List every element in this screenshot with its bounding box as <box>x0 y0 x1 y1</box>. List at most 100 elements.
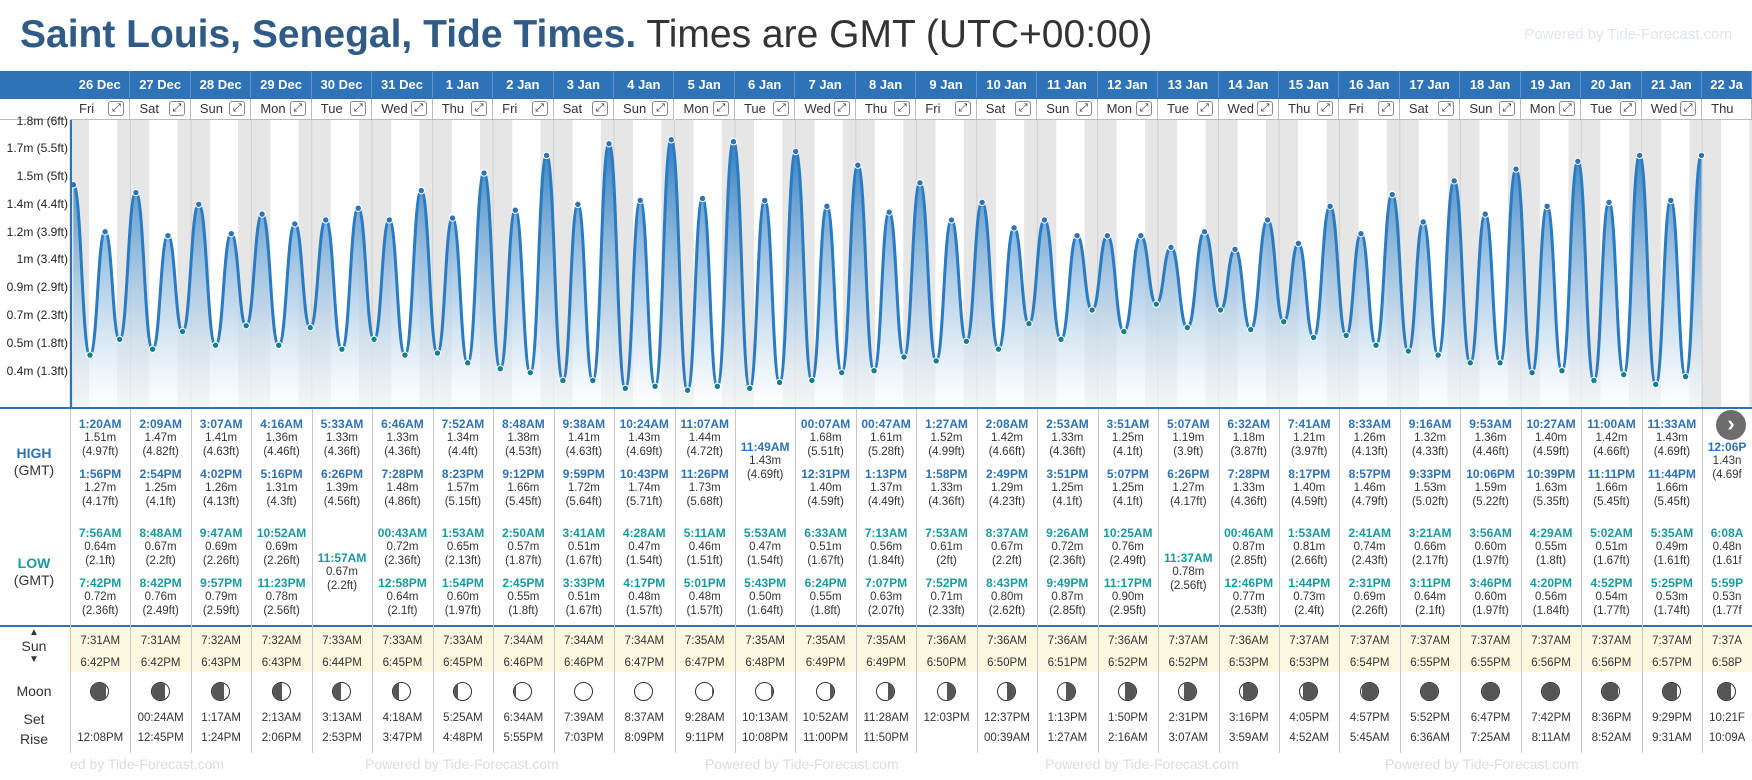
tide-height-m: 0.65m <box>446 541 479 553</box>
tide-height-m: 1.63m <box>1535 482 1567 494</box>
moon-phase-icon <box>1299 682 1319 701</box>
powered-by-bottom-4[interactable]: Powered by Tide-Forecast.com <box>1045 756 1239 772</box>
tide-height-m: 0.51m <box>567 591 600 603</box>
tide-height-ft: (4.69ft) <box>1653 446 1691 458</box>
tide-time: 9:57PM <box>200 576 243 590</box>
powered-by-bottom-1[interactable]: ed by Tide-Forecast.com <box>70 756 225 772</box>
tide-time: 2:49PM <box>985 467 1028 481</box>
expand-day-icon[interactable]: ⤢ <box>712 101 729 116</box>
tide-time: 1:44PM <box>1288 576 1331 590</box>
powered-by-top[interactable]: Powered by Tide-Forecast.com <box>1524 26 1732 43</box>
low-tide-cell: 12:58PM 0.64m (2.1ft) <box>372 576 432 618</box>
expand-day-icon[interactable]: ⤢ <box>1680 101 1697 116</box>
tide-height-m: 1.37m <box>870 482 903 494</box>
expand-day-icon[interactable]: ⤢ <box>1317 101 1334 116</box>
low-tide-cell: 10:52AM 0.69m (2.26ft) <box>251 526 311 568</box>
low-tide-cell: 1:44PM 0.73m (2.4ft) <box>1279 576 1339 618</box>
expand-day-icon[interactable]: ⤢ <box>471 101 488 116</box>
tide-height-ft: (4.99ft) <box>928 446 965 458</box>
tide-height-ft: (2.85ft) <box>1230 555 1267 567</box>
low-tide-cell: 7:53AM 0.61m (2ft) <box>916 526 976 568</box>
day-cell: Thu ⤢ <box>855 99 917 120</box>
tide-height-ft: (4.79ft) <box>1351 496 1388 508</box>
expand-day-icon[interactable]: ⤢ <box>1256 101 1273 116</box>
tide-time: 6:26PM <box>321 467 364 481</box>
tide-time: 10:24AM <box>619 417 669 431</box>
moonrise-time: 2:53PM <box>322 732 362 744</box>
expand-day-icon[interactable]: ⤢ <box>410 101 427 116</box>
high-tide-cell: 1:27AM 1.52m (4.99ft) <box>916 417 976 459</box>
column-divider <box>1641 409 1643 753</box>
high-tide-cell: 00:47AM 1.61m (5.28ft) <box>856 417 916 459</box>
expand-day-icon[interactable]: ⤢ <box>531 101 548 116</box>
expand-day-icon[interactable]: ⤢ <box>1559 101 1576 116</box>
tide-time: 5:07PM <box>1106 467 1149 481</box>
tide-height-m: 1.43n <box>1712 455 1742 467</box>
expand-day-icon[interactable]: ⤢ <box>289 101 306 116</box>
sunrise-time: 7:35AM <box>866 635 906 647</box>
high-tide-point <box>574 200 582 209</box>
expand-day-icon[interactable]: ⤢ <box>894 101 911 116</box>
powered-by-bottom-5[interactable]: Powered by Tide-Forecast.com <box>1385 756 1579 772</box>
moon-phase-icon <box>815 682 835 701</box>
tide-time: 6:26PM <box>1167 467 1210 481</box>
high-tide-cell: 1:20AM 1.51m (4.97ft) <box>70 417 130 459</box>
tide-time: 10:52AM <box>256 526 307 540</box>
expand-day-icon[interactable]: ⤢ <box>350 101 367 116</box>
moonset-time: 7:39AM <box>563 712 604 724</box>
powered-by-bottom-3[interactable]: Powered by Tide-Forecast.com <box>705 756 899 772</box>
day-name: Mon <box>260 101 286 116</box>
expand-day-icon[interactable]: ⤢ <box>1498 101 1515 116</box>
date-cell: 9 Jan <box>916 71 977 98</box>
sunrise-time: 7:35AM <box>684 635 725 647</box>
expand-day-icon[interactable]: ⤢ <box>1075 101 1092 116</box>
date-cell: 28 Dec <box>190 71 252 98</box>
high-tide-cell: 2:54PM 1.25m (4.1ft) <box>130 467 190 509</box>
moonrise-time: 1:27AM <box>1047 732 1088 744</box>
tide-height-m: 0.69m <box>1353 591 1386 603</box>
tide-height-m: 1.47m <box>144 432 177 444</box>
moon-set-label: Set <box>23 711 45 727</box>
day-cell: Sat ⤢ <box>976 99 1038 120</box>
high-tide-cell: 9:33PM 1.53m (5.02ft) <box>1400 467 1460 509</box>
date-cell: 29 Dec <box>251 71 312 98</box>
sunrise-time: 7:35AM <box>805 635 846 647</box>
powered-by-bottom-2[interactable]: Powered by Tide-Forecast.com <box>365 756 559 772</box>
expand-day-icon[interactable]: ⤢ <box>954 101 971 116</box>
expand-day-icon[interactable]: ⤢ <box>1438 101 1455 116</box>
expand-day-icon[interactable]: ⤢ <box>1015 101 1032 116</box>
next-days-button[interactable]: › <box>1716 410 1746 440</box>
expand-day-icon[interactable]: ⤢ <box>1196 101 1213 116</box>
tide-time: 1:53AM <box>441 526 485 540</box>
expand-day-icon[interactable]: ⤢ <box>168 101 185 116</box>
expand-day-icon[interactable]: ⤢ <box>773 101 790 116</box>
low-tide-cell: 3:41AM 0.51m (1.67ft) <box>554 526 614 568</box>
expand-day-icon[interactable]: ⤢ <box>1136 101 1153 116</box>
expand-day-icon[interactable]: ⤢ <box>1619 101 1636 116</box>
low-tide-point <box>1681 372 1690 381</box>
high-tide-point <box>1667 196 1675 205</box>
expand-day-icon[interactable]: ⤢ <box>108 101 125 116</box>
tide-height-m: 0.87m <box>1232 541 1265 553</box>
tide-time: 9:47AM <box>199 526 243 540</box>
tide-height-ft: (4.69ft) <box>626 446 663 458</box>
table-divider <box>0 625 1752 627</box>
y-axis-label: 1.8m (6ft) <box>16 114 68 128</box>
high-tide-cell: 2:49PM 1.29m (4.23ft) <box>977 467 1037 509</box>
tide-height-m: 0.90m <box>1111 591 1144 603</box>
expand-day-icon[interactable]: ⤢ <box>652 101 669 116</box>
sunrise-time: 7:37AM <box>1470 635 1511 647</box>
expand-day-icon[interactable]: ⤢ <box>1377 101 1394 116</box>
expand-day-icon[interactable]: ⤢ <box>229 101 246 116</box>
tide-height-m: 0.66m <box>1414 541 1447 553</box>
tide-height-m: 1.59m <box>1474 482 1507 494</box>
moon-phase-icon <box>755 682 775 701</box>
expand-day-icon[interactable]: ⤢ <box>833 101 850 116</box>
low-tide-point <box>808 376 816 385</box>
high-tide-cell: 5:16PM 1.31m (4.3ft) <box>251 467 311 509</box>
expand-day-icon[interactable]: ⤢ <box>592 101 609 116</box>
high-tide-point <box>448 214 457 222</box>
y-axis-label: 1.5m (5ft) <box>16 169 68 183</box>
tide-height-m: 1.36m <box>1474 432 1507 444</box>
tide-time: 8:37AM <box>985 526 1029 540</box>
